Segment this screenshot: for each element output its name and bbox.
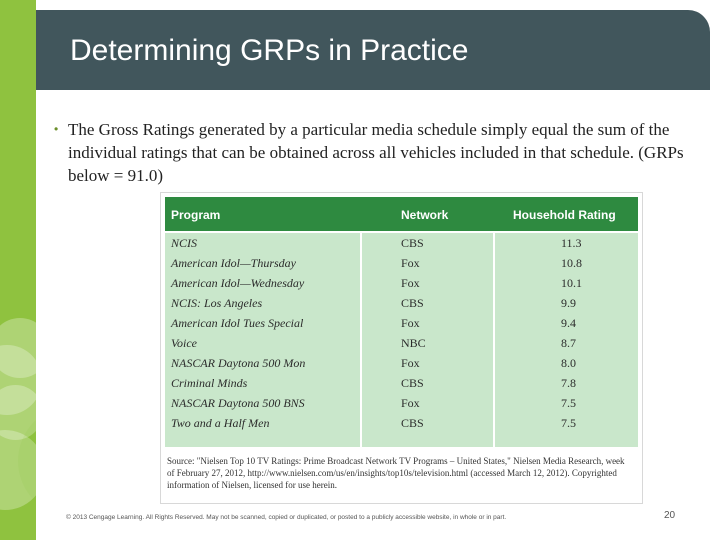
cell-program: Criminal Minds — [171, 376, 248, 390]
cell-network: CBS — [401, 296, 424, 310]
copyright-footer: © 2013 Cengage Learning. All Rights Rese… — [66, 514, 507, 521]
cell-rating: 7.5 — [561, 396, 576, 410]
cell-network: CBS — [401, 416, 424, 430]
table-row: American Idol—Wednesday Fox 10.1 — [165, 273, 638, 293]
bullet-text: The Gross Ratings generated by a particu… — [68, 120, 684, 185]
cell-program: Two and a Half Men — [171, 416, 270, 430]
cell-program: NCIS: Los Angeles — [171, 296, 263, 310]
decorative-circle — [0, 345, 36, 415]
slide-title: Determining GRPs in Practice — [70, 34, 469, 67]
cell-network: CBS — [401, 236, 424, 250]
header-rating: Household Rating — [513, 208, 616, 222]
cell-program: American Idol—Wednesday — [171, 276, 305, 290]
table-row: NCIS: Los Angeles CBS 9.9 — [165, 293, 638, 313]
table-row: Voice NBC 8.7 — [165, 333, 638, 353]
column-background — [362, 233, 493, 447]
cell-program: Voice — [171, 336, 197, 350]
cell-rating: 7.5 — [561, 416, 576, 430]
cell-rating: 7.8 — [561, 376, 576, 390]
cell-program: American Idol—Thursday — [171, 256, 296, 270]
cell-program: NASCAR Daytona 500 Mon — [171, 356, 306, 370]
cell-rating: 8.0 — [561, 356, 576, 370]
ratings-table: Program Network Household Rating NCIS CB… — [160, 192, 643, 504]
decorative-circle — [0, 430, 36, 510]
cell-rating: 10.1 — [561, 276, 582, 290]
cell-network: Fox — [401, 356, 420, 370]
cell-rating: 11.3 — [561, 236, 582, 250]
decorative-circle — [0, 385, 36, 440]
table-row: Two and a Half Men CBS 7.5 — [165, 413, 638, 433]
cell-network: Fox — [401, 276, 420, 290]
table-body: NCIS CBS 11.3 American Idol—Thursday Fox… — [165, 233, 638, 447]
cell-network: NBC — [401, 336, 426, 350]
page-number: 20 — [664, 510, 676, 521]
table-header: Program Network Household Rating — [165, 197, 638, 231]
cell-rating: 10.8 — [561, 256, 582, 270]
cell-program: American Idol Tues Special — [171, 316, 304, 330]
cell-program: NASCAR Daytona 500 BNS — [171, 396, 305, 410]
cell-rating: 9.4 — [561, 316, 576, 330]
cell-network: CBS — [401, 376, 424, 390]
cell-program: NCIS — [171, 236, 198, 250]
table-row: NCIS CBS 11.3 — [165, 233, 638, 253]
slide-content: • The Gross Ratings generated by a parti… — [36, 90, 720, 540]
header-program: Program — [171, 208, 221, 222]
bullet-icon: • — [54, 122, 59, 136]
table-row: NASCAR Daytona 500 BNS Fox 7.5 — [165, 393, 638, 413]
table-row: American Idol Tues Special Fox 9.4 — [165, 313, 638, 333]
table-row: Criminal Minds CBS 7.8 — [165, 373, 638, 393]
bullet-point: • The Gross Ratings generated by a parti… — [54, 118, 688, 187]
cell-network: Fox — [401, 396, 420, 410]
column-background — [165, 233, 360, 447]
table-row: American Idol—Thursday Fox 10.8 — [165, 253, 638, 273]
table-row: NASCAR Daytona 500 Mon Fox 8.0 — [165, 353, 638, 373]
slide-header: Determining GRPs in Practice — [36, 10, 710, 90]
cell-rating: 8.7 — [561, 336, 576, 350]
decorative-sidebar — [0, 0, 36, 540]
cell-network: Fox — [401, 316, 420, 330]
header-network: Network — [401, 208, 449, 222]
decorative-circle — [0, 318, 36, 378]
cell-rating: 9.9 — [561, 296, 576, 310]
table-source-note: Source: "Nielsen Top 10 TV Ratings: Prim… — [167, 456, 625, 490]
column-background — [495, 233, 638, 447]
cell-network: Fox — [401, 256, 420, 270]
